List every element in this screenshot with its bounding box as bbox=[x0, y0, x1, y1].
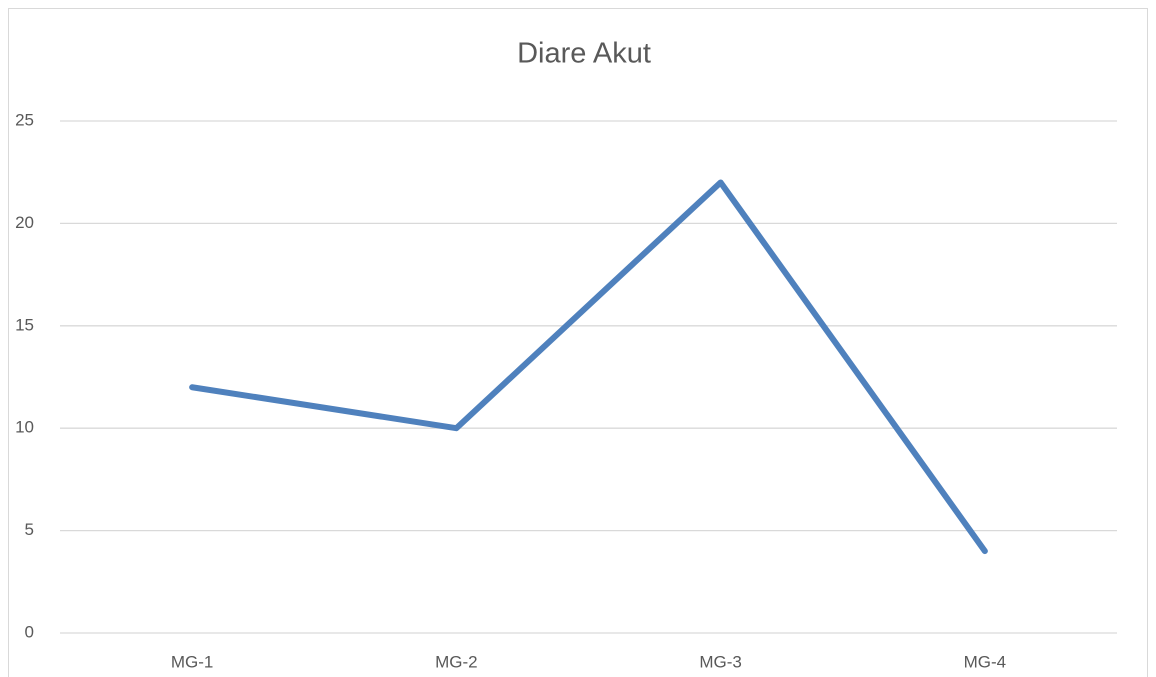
y-tick-label: 15 bbox=[15, 315, 34, 334]
chart-title: Diare Akut bbox=[517, 38, 651, 70]
chart-border bbox=[8, 8, 1148, 677]
y-tick-label: 10 bbox=[15, 418, 34, 437]
x-tick-label: MG-2 bbox=[435, 652, 478, 671]
y-tick-label: 20 bbox=[15, 213, 34, 232]
x-tick-label: MG-1 bbox=[171, 652, 214, 671]
x-tick-label: MG-4 bbox=[964, 652, 1007, 671]
y-tick-label: 0 bbox=[25, 622, 34, 641]
data-line bbox=[189, 179, 988, 555]
y-tick-label: 5 bbox=[25, 520, 34, 539]
y-tick-label: 25 bbox=[15, 110, 34, 129]
x-tick-label: MG-3 bbox=[699, 652, 742, 671]
